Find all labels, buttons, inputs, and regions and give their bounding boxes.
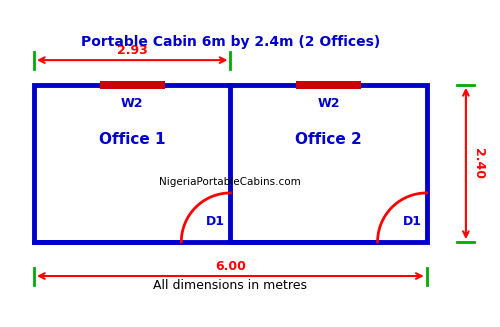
Text: 2.93: 2.93 <box>117 44 148 57</box>
Text: Office 1: Office 1 <box>99 132 166 147</box>
Text: NigeriaPortableCabins.com: NigeriaPortableCabins.com <box>160 177 301 187</box>
Text: W2: W2 <box>318 97 340 110</box>
Text: D1: D1 <box>206 215 225 228</box>
Text: W2: W2 <box>121 97 144 110</box>
Bar <box>100 81 165 89</box>
Text: Office 2: Office 2 <box>295 132 362 147</box>
Text: 6.00: 6.00 <box>215 260 246 273</box>
Text: All dimensions in metres: All dimensions in metres <box>154 279 308 292</box>
Bar <box>296 81 361 89</box>
Bar <box>34 85 426 242</box>
Text: D1: D1 <box>402 215 421 228</box>
Text: Portable Cabin 6m by 2.4m (2 Offices): Portable Cabin 6m by 2.4m (2 Offices) <box>80 35 380 49</box>
Text: 2.40: 2.40 <box>472 148 486 179</box>
